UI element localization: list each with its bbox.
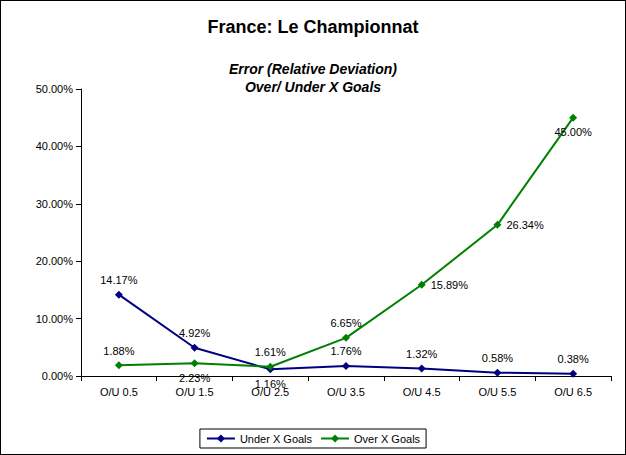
svg-text:1.32%: 1.32% [406,348,437,360]
svg-text:O/U 3.5: O/U 3.5 [327,386,365,398]
svg-text:1.76%: 1.76% [330,345,361,357]
svg-text:O/U 4.5: O/U 4.5 [403,386,441,398]
svg-text:Over/ Under X Goals: Over/ Under X Goals [245,79,381,95]
svg-text:4.92%: 4.92% [179,327,210,339]
svg-text:26.34%: 26.34% [506,219,544,231]
svg-text:40.00%: 40.00% [36,140,74,152]
svg-text:France: Le Championnat: France: Le Championnat [207,17,418,37]
svg-text:50.00%: 50.00% [36,83,74,95]
svg-text:14.17%: 14.17% [100,274,138,286]
svg-text:2.23%: 2.23% [179,372,210,384]
svg-text:O/U 2.5: O/U 2.5 [251,385,290,398]
svg-text:1.16%: 1.16% [255,378,286,390]
svg-text:1.88%: 1.88% [103,345,134,357]
svg-text:6.65%: 6.65% [330,317,361,329]
svg-text:0.00%: 0.00% [42,370,73,382]
svg-text:1.61%: 1.61% [255,346,286,358]
svg-text:O/U 0.5: O/U 0.5 [100,386,138,398]
svg-text:O/U 1.5: O/U 1.5 [176,386,214,398]
svg-text:Over X Goals: Over X Goals [354,433,421,445]
svg-text:0.38%: 0.38% [558,353,589,365]
svg-text:20.00%: 20.00% [36,255,74,267]
svg-text:O/U 6.5: O/U 6.5 [554,386,592,398]
svg-text:10.00%: 10.00% [36,313,74,325]
svg-text:15.89%: 15.89% [431,279,469,291]
svg-text:30.00%: 30.00% [36,198,74,210]
svg-text:45.00%: 45.00% [554,126,592,138]
svg-text:0.58%: 0.58% [482,352,513,364]
svg-text:Error (Relative Deviation): Error (Relative Deviation) [229,61,397,77]
svg-text:O/U 5.5: O/U 5.5 [478,386,516,398]
svg-text:Under X Goals: Under X Goals [240,433,313,445]
